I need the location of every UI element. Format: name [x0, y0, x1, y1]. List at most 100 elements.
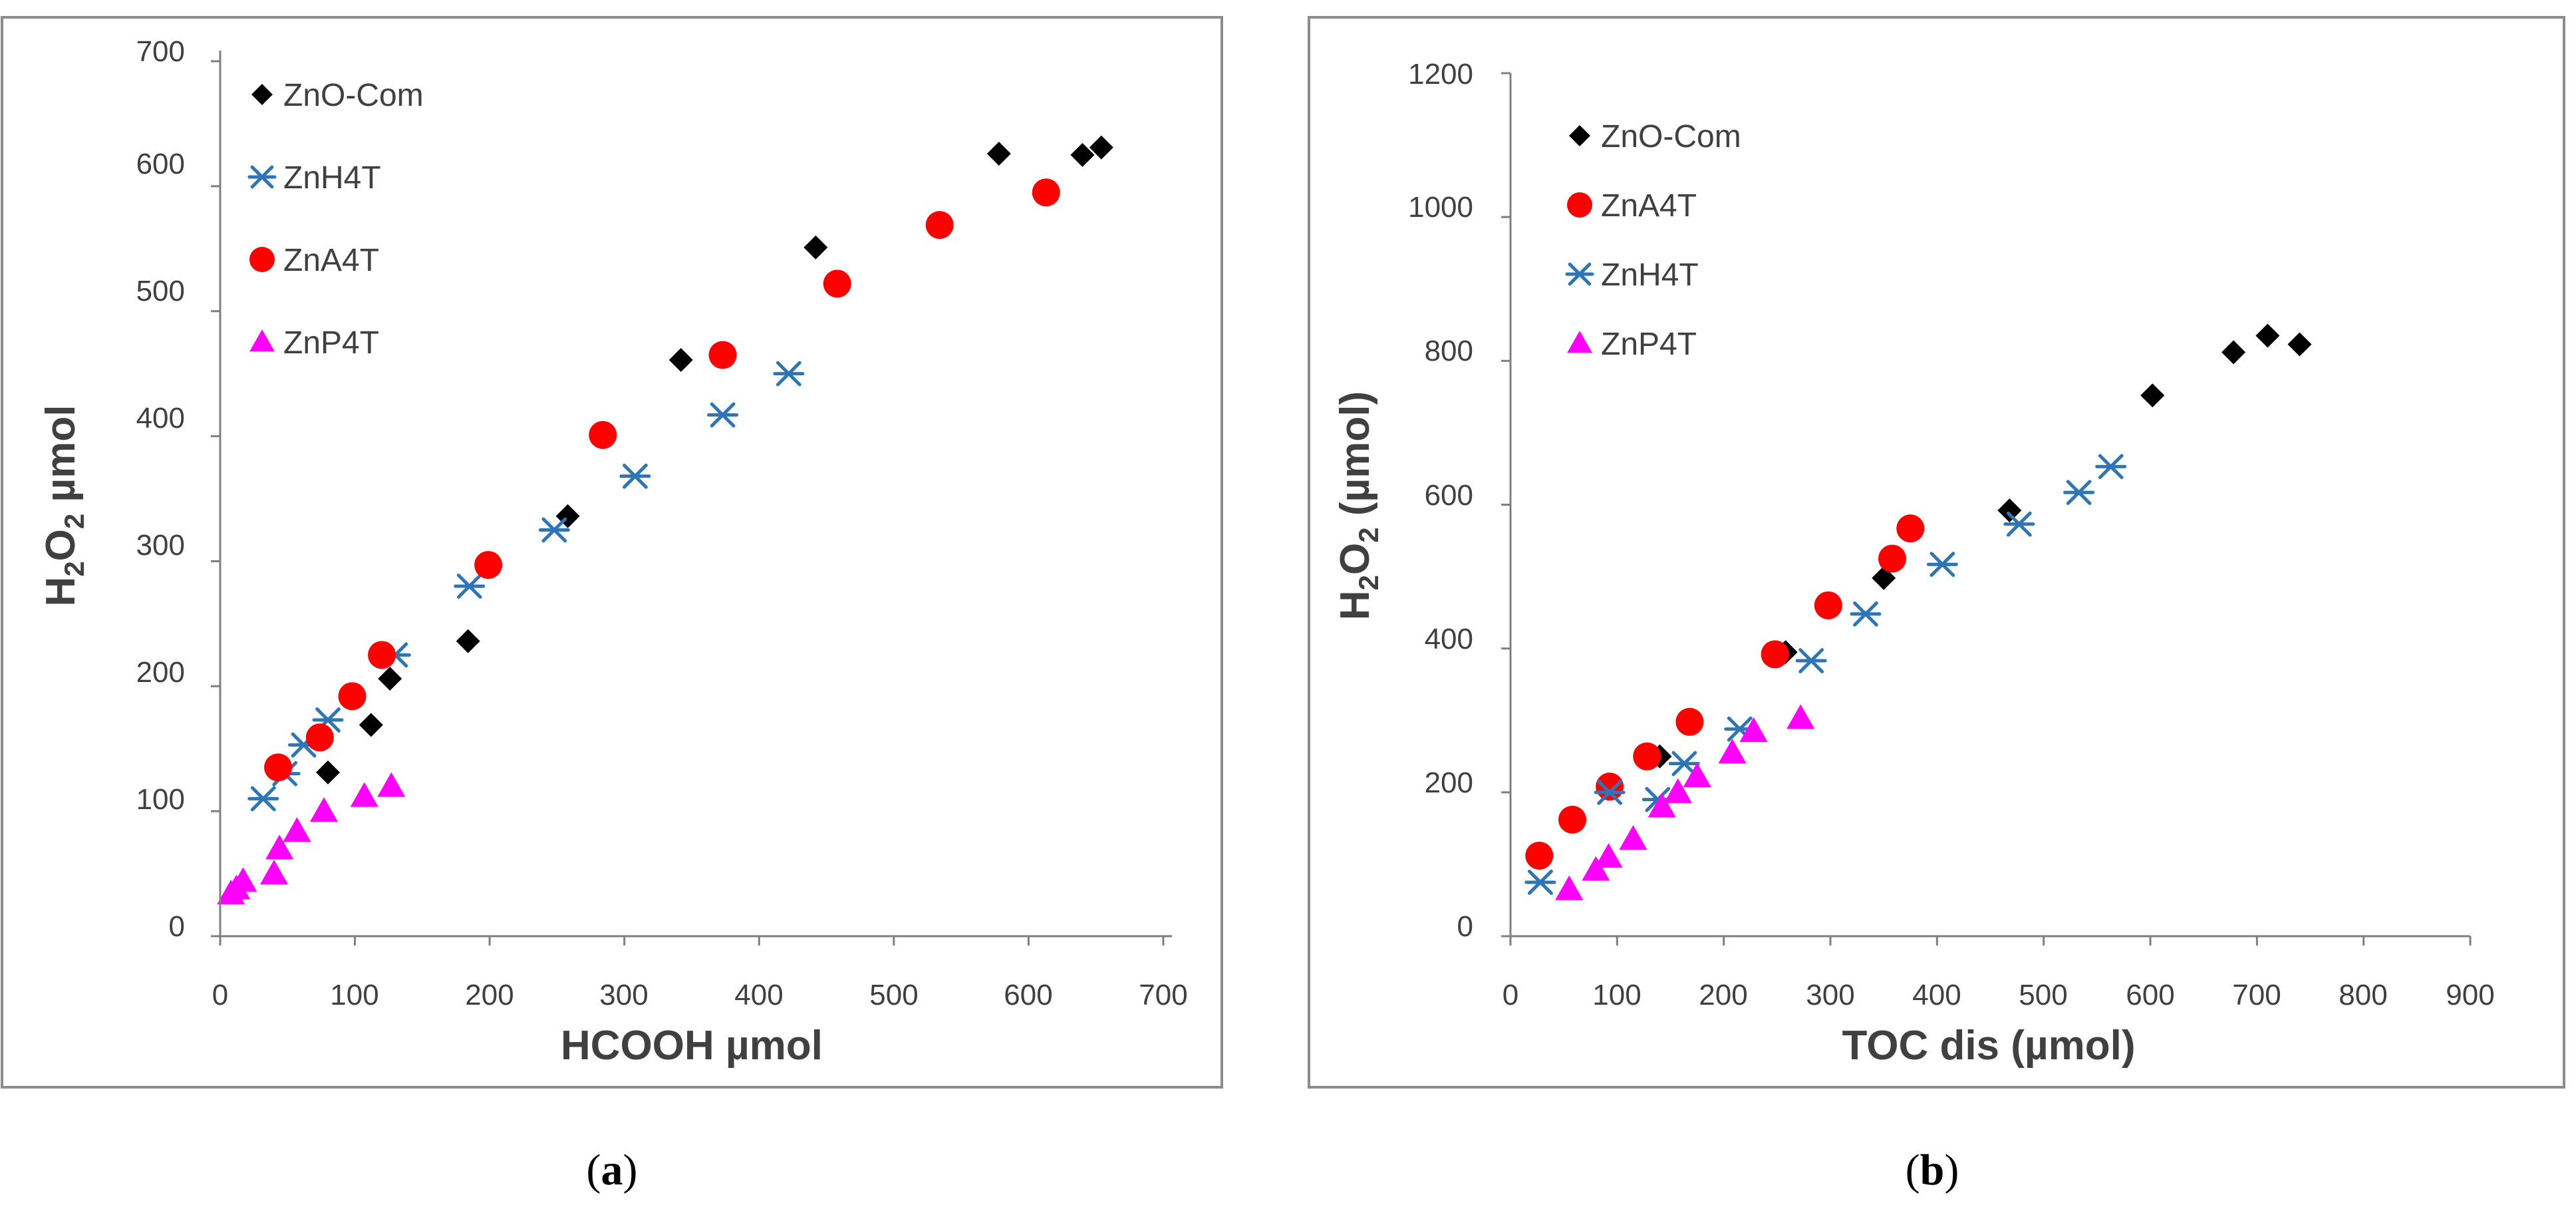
point-a-znp4t [350, 782, 378, 807]
point-a-zna4t [305, 723, 334, 752]
point-b-zna4t [1525, 841, 1554, 870]
chart-a-x-ticks: 0 100 200 300 400 500 600 700 [212, 979, 1188, 1011]
point-b-znh4t [2095, 454, 2127, 480]
caption-b-close: ) [1944, 1146, 1959, 1194]
chart-a-ytick: 100 [136, 783, 185, 816]
chart-a-ytick: 200 [136, 656, 185, 689]
chart-b-xtick: 600 [2126, 979, 2174, 1011]
point-a-zna4t [823, 269, 851, 298]
point-a-zno-com [1089, 135, 1113, 160]
chart-a-ylabel-h: H [38, 577, 84, 607]
chart-b-ylabel-h: H [1332, 590, 1378, 620]
legend-b-label-znh4t: ZnH4T [1601, 258, 1699, 293]
point-a-zno-com [316, 760, 341, 784]
chart-b-xtick: 900 [2446, 979, 2494, 1011]
legend-a-marker-zna4t [249, 247, 275, 272]
point-a-znp4t [265, 834, 294, 860]
chart-panel-a: 0 100 200 300 400 500 600 700 0 100 200 … [1, 16, 1223, 1089]
chart-b-ytick: 600 [1425, 479, 1473, 512]
chart-b-x-ticks: 0 100 200 300 400 500 600 700 800 900 [1503, 979, 2495, 1011]
chart-b-ytick: 200 [1425, 767, 1473, 799]
chart-b-ylabel-sub1: 2 [1353, 575, 1384, 590]
point-a-zna4t [264, 753, 293, 782]
point-b-znp4t [1787, 704, 1815, 729]
legend-b-label-znp4t: ZnP4T [1601, 327, 1697, 362]
point-b-znp4t [1718, 739, 1747, 764]
point-b-zno-com [2287, 332, 2312, 357]
caption-b: (b) [1906, 1146, 1959, 1194]
chart-a-xtick: 600 [1004, 979, 1052, 1011]
point-b-znh4t [2063, 480, 2095, 506]
point-b-znh4t [1668, 751, 1700, 776]
point-b-znp4t [1582, 856, 1610, 881]
legend-a-label-znh4t: ZnH4T [283, 160, 381, 196]
point-a-zno-com [358, 713, 383, 737]
chart-b-y-axis-title: H2O2 (µmol) [1332, 391, 1384, 620]
point-a-zno-com [1070, 142, 1095, 167]
point-a-znh4t [454, 574, 486, 599]
chart-a-xtick: 200 [465, 979, 513, 1011]
chart-a-xtick: 400 [734, 979, 783, 1011]
chart-a-ylabel-sub2: 2 [59, 514, 90, 529]
point-b-znh4t [1795, 648, 1827, 673]
caption-a-open: ( [587, 1146, 601, 1194]
chart-b-xtick: 800 [2339, 979, 2387, 1011]
chart-b-legend: ZnO-Com ZnA4T ZnH4T ZnP4T [1565, 119, 1741, 362]
point-b-zno-com [2255, 323, 2280, 348]
point-b-zno-com [1997, 498, 2022, 523]
chart-a-xtick: 700 [1139, 979, 1187, 1011]
chart-a-ylabel-o: O [38, 529, 84, 561]
chart-a-legend: ZnO-Com ZnH4T ZnA4T ZnP4T [247, 78, 424, 361]
point-a-zno-com [668, 347, 693, 372]
legend-a-marker-zno-com [251, 84, 273, 105]
point-b-znp4t [1683, 763, 1711, 788]
caption-b-letter: b [1920, 1146, 1945, 1194]
point-a-znp4t [309, 797, 338, 822]
legend-b-marker-zno-com [1569, 125, 1590, 146]
point-a-znp4t [229, 867, 257, 892]
chart-b-frame [1308, 16, 2565, 1089]
chart-b-ytick: 800 [1425, 335, 1473, 367]
chart-a-plot-area [217, 135, 1113, 905]
caption-a-letter: a [601, 1146, 623, 1194]
caption-a: (a) [587, 1146, 638, 1194]
point-a-zno-com [378, 667, 402, 691]
chart-b-xtick: 400 [1912, 979, 1961, 1011]
chart-b-tick-marks [1501, 72, 2472, 946]
point-b-znp4t [1663, 778, 1692, 803]
chart-a-xtick: 300 [599, 979, 648, 1011]
chart-a-ytick: 700 [136, 35, 185, 68]
chart-b-ytick: 1000 [1408, 191, 1473, 224]
chart-b-ytick: 1200 [1408, 58, 1473, 90]
point-b-znh4t [1524, 870, 1556, 895]
caption-b-open: ( [1906, 1146, 1920, 1194]
point-b-zno-com [2140, 383, 2165, 408]
point-a-znh4t [247, 786, 279, 812]
point-a-znh4t [773, 361, 805, 387]
point-b-znp4t [1647, 792, 1676, 818]
point-a-zna4t [1032, 178, 1060, 207]
point-a-znp4t [260, 860, 289, 885]
legend-b-label-zno-com: ZnO-Com [1601, 119, 1741, 154]
point-b-znp4t [1739, 717, 1768, 742]
point-b-zna4t [1814, 591, 1842, 619]
legend-a-label-znp4t: ZnP4T [283, 325, 379, 361]
caption-a-close: ) [623, 1146, 638, 1194]
point-a-zna4t [925, 211, 954, 240]
chart-b-ylabel-sub2: 2 [1353, 527, 1384, 542]
point-a-zna4t [338, 682, 366, 711]
chart-a-y-axis-title: H2O2 µmol [38, 405, 90, 607]
chart-a-ytick: 0 [169, 910, 185, 943]
chart-panel-b: 0 200 400 600 800 1000 1200 0 100 200 30… [1308, 16, 2565, 1089]
legend-a-label-zno-com: ZnO-Com [283, 78, 424, 113]
point-a-zno-com [986, 142, 1011, 166]
legend-a-marker-znp4t [249, 329, 275, 352]
chart-a-xtick: 100 [330, 979, 378, 1011]
chart-b-y-ticks: 0 200 400 600 800 1000 1200 [1408, 58, 1473, 943]
chart-a-ylabel-unit: µmol [38, 405, 84, 514]
point-b-znh4t [1850, 601, 1882, 627]
chart-b-ylabel-unit: (µmol) [1332, 391, 1378, 527]
chart-b-xtick: 100 [1592, 979, 1641, 1011]
point-b-zna4t [1596, 773, 1624, 801]
point-b-znp4t [1619, 825, 1647, 850]
